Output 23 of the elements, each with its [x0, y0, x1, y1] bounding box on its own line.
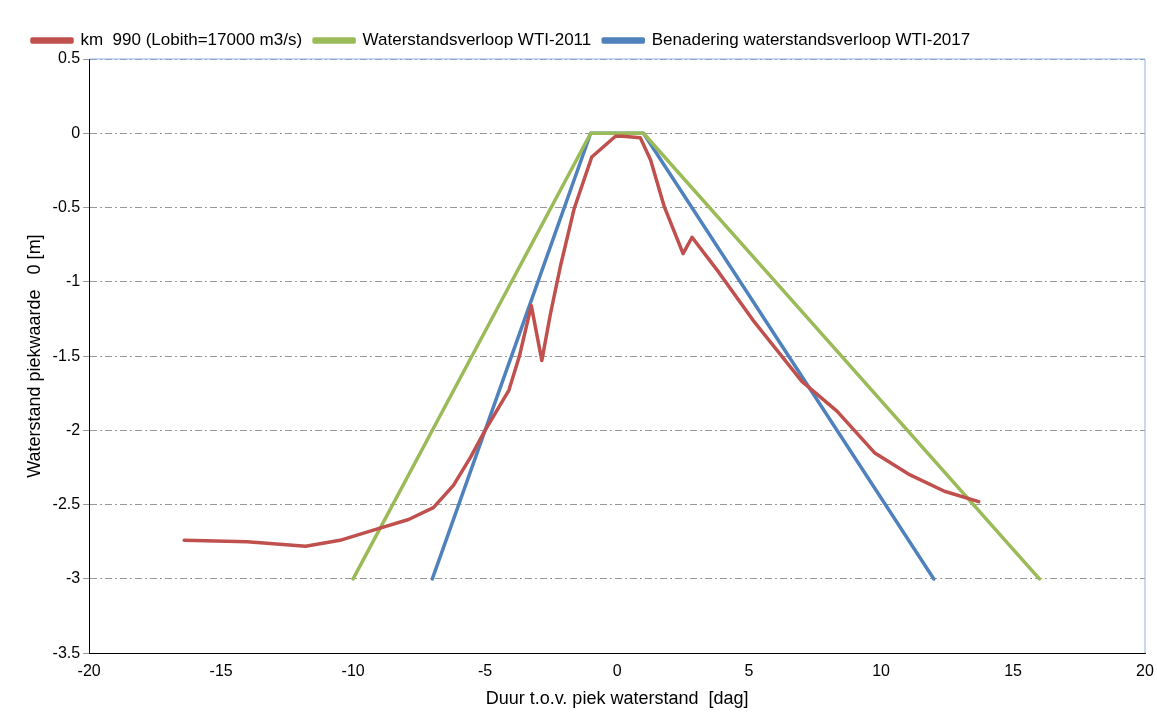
- y-tick-label: 0: [71, 123, 81, 141]
- y-axis-title: Waterstand piekwaarde 0 [m]: [23, 234, 44, 478]
- x-tick-label: 0: [612, 662, 622, 680]
- y-tick-label: -1.5: [52, 346, 81, 364]
- x-tick-label: 15: [1004, 662, 1023, 680]
- x-tick-label: -15: [209, 662, 233, 680]
- legend-label: Waterstandsverloop WTI-2011: [362, 30, 592, 50]
- y-tick-label: -2: [65, 420, 81, 438]
- y-tick-label: -3.5: [52, 643, 81, 661]
- x-tick-label: 5: [744, 662, 754, 680]
- x-tick-label: -20: [77, 662, 101, 680]
- legend-label: km 990 (Lobith=17000 m3/s): [80, 30, 303, 50]
- y-tick-label: -0.5: [52, 197, 81, 215]
- y-tick-label: -2.5: [52, 495, 81, 513]
- y-tick-label: -3: [65, 569, 81, 587]
- x-tick-label: -10: [341, 662, 365, 680]
- x-axis-title: Duur t.o.v. piek waterstand [dag]: [485, 688, 749, 709]
- legend-label: Benadering waterstandsverloop WTI-2017: [651, 30, 971, 50]
- y-tick-label: 0.5: [57, 49, 81, 67]
- x-tick-label: 10: [872, 662, 891, 680]
- x-tick-label: -5: [477, 662, 493, 680]
- x-tick-label: 20: [1136, 662, 1154, 680]
- y-tick-label: -1: [65, 272, 81, 290]
